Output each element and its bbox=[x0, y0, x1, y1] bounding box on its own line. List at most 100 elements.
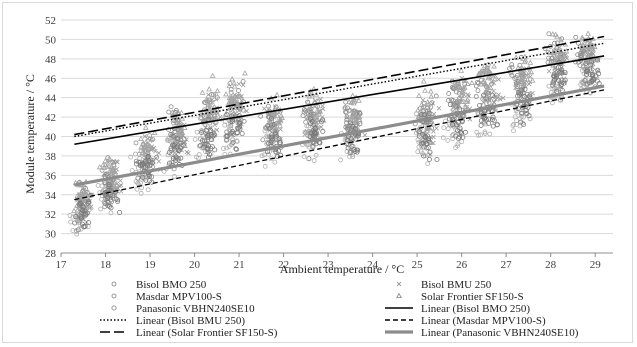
legend-item: Linear (Panasonic VBHN240SE10) bbox=[385, 327, 579, 339]
data-point bbox=[315, 104, 320, 109]
data-point bbox=[491, 75, 498, 82]
data-point bbox=[512, 114, 518, 120]
data-point bbox=[486, 68, 493, 75]
data-point bbox=[315, 97, 322, 104]
data-point bbox=[261, 106, 267, 111]
data-point bbox=[345, 105, 350, 111]
data-point bbox=[213, 97, 219, 102]
data-point bbox=[553, 72, 559, 78]
data-point bbox=[521, 75, 528, 81]
data-point bbox=[459, 87, 466, 93]
data-point bbox=[461, 77, 468, 83]
data-point bbox=[128, 154, 134, 160]
data-point bbox=[526, 113, 532, 119]
legend-item: Bisol BMU 250 bbox=[396, 279, 492, 291]
axes: 28 30 32 34 36 38 40 42 44 46 48 50 52 17 18 19 20 21 22 23… bbox=[45, 15, 613, 271]
data-point bbox=[272, 104, 278, 109]
data-point bbox=[490, 123, 496, 129]
data-point bbox=[233, 95, 240, 101]
data-point bbox=[242, 70, 248, 76]
x-axis-title: Ambient temperature / °C bbox=[280, 262, 404, 276]
data-point bbox=[269, 134, 275, 140]
data-point bbox=[458, 96, 465, 103]
data-point bbox=[104, 191, 110, 197]
data-point bbox=[579, 46, 586, 52]
data-point bbox=[169, 109, 176, 115]
trendline-linear-bisol-bmu-250- bbox=[74, 42, 605, 138]
data-point bbox=[129, 168, 135, 173]
data-point bbox=[177, 128, 184, 134]
data-point bbox=[320, 128, 326, 134]
data-point bbox=[529, 77, 536, 83]
y-tick-label: 48 bbox=[45, 54, 57, 66]
data-point bbox=[556, 53, 563, 59]
data-point bbox=[356, 113, 363, 120]
data-point bbox=[575, 52, 581, 58]
data-point bbox=[307, 116, 313, 122]
data-point bbox=[427, 139, 433, 145]
data-point bbox=[236, 81, 242, 87]
data-point bbox=[223, 91, 229, 97]
data-point bbox=[509, 62, 515, 67]
data-point bbox=[526, 93, 532, 99]
data-point bbox=[113, 196, 119, 202]
data-point bbox=[486, 120, 492, 126]
data-point bbox=[488, 96, 494, 101]
data-point bbox=[208, 132, 214, 138]
data-point bbox=[202, 138, 208, 144]
data-point bbox=[473, 94, 479, 99]
data-point bbox=[72, 220, 78, 226]
data-point bbox=[168, 104, 174, 110]
x-tick-label: 22 bbox=[278, 259, 289, 271]
data-point bbox=[81, 191, 88, 198]
data-point bbox=[311, 158, 317, 163]
data-point bbox=[347, 120, 353, 126]
data-point bbox=[107, 156, 113, 162]
data-point bbox=[231, 83, 238, 89]
data-point bbox=[350, 154, 356, 160]
data-point bbox=[546, 83, 552, 89]
data-point bbox=[579, 34, 586, 40]
data-point bbox=[211, 92, 216, 98]
data-point bbox=[198, 127, 205, 133]
data-point bbox=[173, 157, 179, 163]
data-point bbox=[143, 138, 149, 145]
data-point bbox=[179, 115, 186, 121]
legend-item: Bisol BMO 250 bbox=[111, 279, 207, 291]
data-point bbox=[346, 98, 353, 105]
legend-label: Linear (Panasonic VBHN240SE10) bbox=[421, 327, 579, 339]
data-point bbox=[279, 114, 285, 121]
data-point bbox=[149, 160, 155, 166]
data-point bbox=[212, 147, 218, 153]
data-point bbox=[95, 183, 101, 188]
data-point bbox=[447, 116, 453, 122]
data-point bbox=[482, 129, 488, 135]
data-point bbox=[111, 161, 117, 167]
data-point bbox=[342, 104, 349, 110]
data-point bbox=[521, 58, 528, 65]
data-point bbox=[214, 87, 221, 94]
data-point bbox=[77, 202, 83, 208]
legend-label: Masdar MPV100-S bbox=[136, 291, 222, 303]
data-point bbox=[440, 135, 446, 141]
legend-marker-icon bbox=[396, 281, 402, 287]
data-point bbox=[496, 92, 501, 98]
y-tick-label: 40 bbox=[45, 132, 57, 144]
data-point bbox=[509, 72, 515, 78]
data-point bbox=[481, 69, 488, 75]
data-point bbox=[307, 106, 314, 113]
data-point bbox=[77, 200, 83, 206]
data-point bbox=[207, 126, 213, 132]
data-point bbox=[170, 142, 176, 148]
data-point bbox=[453, 89, 459, 95]
legend-label: Bisol BMO 250 bbox=[136, 279, 207, 291]
data-point bbox=[561, 80, 567, 86]
data-point bbox=[350, 117, 357, 123]
data-point bbox=[589, 43, 596, 49]
data-point bbox=[228, 118, 234, 124]
data-point bbox=[424, 125, 430, 131]
data-point bbox=[464, 80, 471, 86]
data-point bbox=[156, 150, 162, 156]
data-point bbox=[204, 97, 211, 104]
data-point bbox=[558, 64, 564, 70]
